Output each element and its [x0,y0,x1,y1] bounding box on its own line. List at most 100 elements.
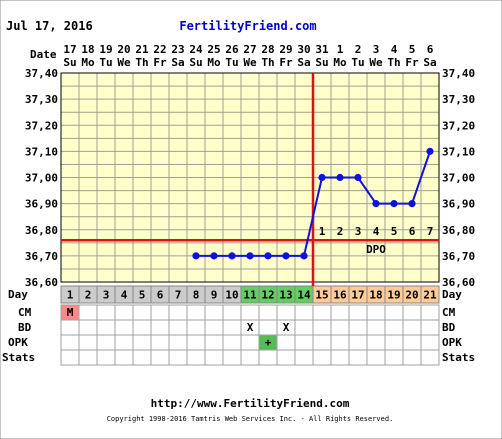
temperature-point [192,252,200,260]
opk-cell [402,334,422,351]
weekday-label: Th [387,56,400,69]
cycle-day-label: 16 [333,289,347,302]
cycle-day-cell [420,285,440,304]
date-label: 19 [99,43,112,56]
stats-cell [330,349,350,366]
cycle-day-label: 7 [175,289,182,302]
bd-cell [348,319,368,336]
stats-cell [348,349,368,366]
date-label: 28 [261,43,274,56]
weekday-label: Fr [405,56,419,69]
temperature-point [282,252,290,260]
stats-cell [420,349,440,366]
bd-row-label-right: BD [442,321,456,334]
cycle-day-label: 21 [423,289,437,302]
date-label: 31 [315,43,329,56]
opk-mark: + [265,336,272,349]
weekday-label: Tu [99,56,112,69]
cm-cell [114,304,134,321]
dpo-number: 3 [355,225,362,238]
cm-cell [96,304,116,321]
weekday-label: We [243,56,257,69]
opk-cell [222,334,242,351]
cm-cell [348,304,368,321]
stats-row-label-right: Stats [442,351,475,364]
date-label: 4 [391,43,398,56]
temperature-point [228,252,236,260]
stats-row-label-left: Stats [2,351,35,364]
footer-url[interactable]: http://www.FertilityFriend.com [151,397,350,410]
date-label: 23 [171,43,184,56]
cycle-day-label: 2 [85,289,92,302]
opk-cell [96,334,116,351]
temperature-point [354,173,362,182]
date-label: 18 [81,43,94,56]
weekday-label: Tu [225,56,238,69]
cm-cell [132,304,152,321]
cm-cell [276,304,296,321]
header-date: Jul 17, 2016 [6,19,93,33]
opk-cell [312,334,332,351]
weekday-label: Tu [351,56,364,69]
bd-cell [312,319,332,336]
temperature-point [372,200,380,208]
weekday-label: Su [189,56,202,69]
date-label: 5 [409,43,416,56]
opk-cell [186,334,206,351]
y-tick-label-left: 37,40 [25,67,58,80]
cm-cell [186,304,206,321]
weekday-label: Fr [153,56,167,69]
weekday-label: Fr [279,56,293,69]
date-label: 17 [63,43,76,56]
cm-cell [78,304,98,321]
bd-cell [366,319,386,336]
stats-cell [114,349,134,366]
date-label: 25 [207,43,220,56]
cycle-day-label: 1 [67,289,74,302]
cm-cell [312,304,332,321]
date-label: 24 [189,43,203,56]
date-label: 22 [153,43,166,56]
weekday-label: Sa [297,56,310,69]
stats-cell [276,349,296,366]
y-tick-label-right: 37,40 [442,67,475,80]
bd-cell [420,319,440,336]
cm-cell [402,304,422,321]
footer-copyright: Copyright 1998-2016 Tamtris Web Services… [107,415,394,423]
bd-cell [96,319,116,336]
opk-cell [384,334,404,351]
stats-cell [96,349,116,366]
cm-cell [168,304,188,321]
stats-cell [150,349,170,366]
cycle-day-label: 5 [139,289,146,302]
bd-cell [222,319,242,336]
cm-cell [384,304,404,321]
bd-cell [330,319,350,336]
bd-mark: X [247,321,254,334]
y-tick-label-right: 36,90 [442,198,475,211]
dpo-number: 4 [373,225,380,238]
y-tick-label-right: 37,10 [442,145,475,158]
date-label: 6 [427,43,434,56]
bd-mark: X [283,321,290,334]
y-tick-label-left: 37,10 [25,145,58,158]
stats-cell [384,349,404,366]
cm-cell [420,304,440,321]
date-label: 3 [373,43,380,56]
opk-cell [420,334,440,351]
bd-cell [258,319,278,336]
temperature-point [408,200,416,208]
cycle-day-label: 4 [121,289,128,302]
dpo-number: 2 [337,225,344,238]
cm-cell [204,304,224,321]
bd-cell [132,319,152,336]
dpo-number: 1 [319,225,326,238]
y-tick-label-left: 36,60 [25,276,58,289]
y-tick-label-left: 37,20 [25,119,58,132]
opk-cell [240,334,260,351]
date-label: 1 [337,43,344,56]
bd-cell [60,319,80,336]
cm-row-label-right: CM [442,306,456,319]
y-tick-label-right: 37,20 [442,119,475,132]
stats-cell [402,349,422,366]
